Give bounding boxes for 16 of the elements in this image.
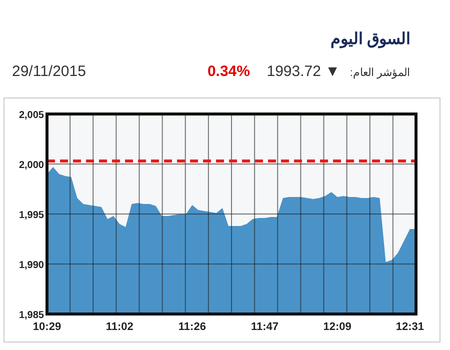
y-tick-label: 1,990	[18, 260, 44, 271]
x-tick-label: 12:09	[323, 321, 352, 333]
x-tick-label: 12:31	[396, 321, 424, 333]
text: 1993.72 ▼	[266, 63, 340, 80]
y-tick-label: 1,995	[18, 210, 44, 221]
y-tick-label: 2,000	[18, 160, 44, 171]
y-tick-label: 2,005	[18, 110, 44, 121]
y-tick-label: 1,985	[18, 310, 44, 321]
chart-title: السوق اليوم	[330, 31, 410, 49]
x-tick-label: 11:47	[251, 321, 279, 333]
x-tick-label: 11:02	[106, 321, 134, 333]
text: 29/11/2015	[12, 63, 86, 80]
x-tick-label: 11:26	[178, 321, 206, 333]
text: 0.34%	[207, 63, 250, 80]
text: المؤشر العام:	[350, 67, 410, 79]
x-tick-label: 10:29	[32, 321, 62, 333]
